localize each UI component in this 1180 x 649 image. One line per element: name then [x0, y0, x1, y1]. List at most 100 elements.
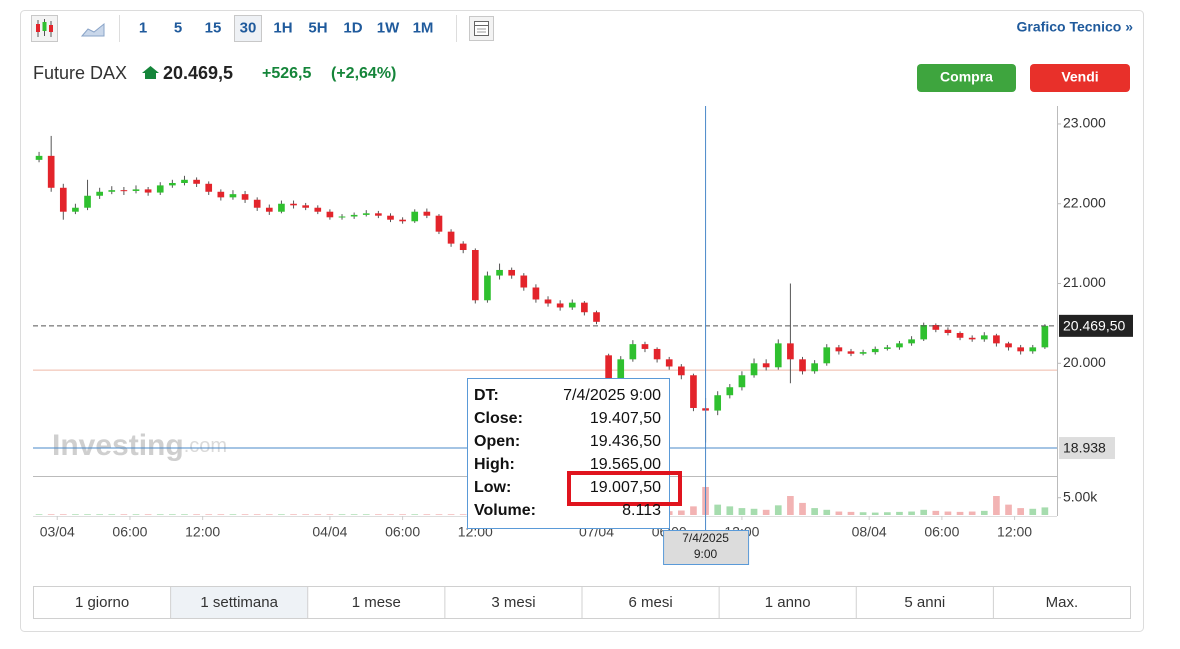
tooltip-label: DT:	[474, 387, 499, 404]
candle-body	[993, 335, 1000, 344]
tooltip-value: 19.407,50	[590, 410, 661, 427]
price: 20.469,5	[163, 63, 233, 83]
volume-bar	[314, 514, 322, 515]
range-tab[interactable]: 1 giorno	[75, 594, 129, 611]
volume-bar	[265, 514, 273, 515]
candle-body	[568, 302, 576, 308]
candle-body	[605, 355, 612, 381]
crosshair-x-label: 7/4/2025	[682, 531, 729, 545]
candle-body	[762, 363, 770, 368]
volume-bar	[932, 510, 940, 515]
volume-bar	[338, 514, 346, 515]
volume-bar	[738, 508, 746, 515]
candle-icon[interactable]	[31, 15, 58, 42]
volume-bar	[144, 514, 152, 515]
tooltip-label: Low:	[474, 479, 511, 496]
range-tab[interactable]: 3 mesi	[491, 594, 535, 611]
candle-body	[811, 363, 818, 372]
candle-body	[193, 179, 200, 184]
change-percent: (+2,64%)	[331, 65, 396, 82]
range-tab[interactable]: 1 settimana	[200, 594, 278, 611]
interval-button[interactable]: 1	[139, 19, 147, 36]
tooltip-value: 7/4/2025 9:00	[563, 387, 661, 404]
sell-label[interactable]: Vendi	[1061, 69, 1098, 85]
tooltip-label: Close:	[474, 410, 523, 427]
range-tab[interactable]: 5 anni	[904, 594, 945, 611]
candle-body	[665, 359, 673, 367]
technical-chart-link[interactable]: Grafico Tecnico »	[1017, 19, 1134, 35]
y-tick-label: 21.000	[1063, 274, 1106, 290]
candle-body	[326, 211, 334, 218]
interval-button[interactable]: 1M	[413, 19, 434, 36]
candle-body	[362, 213, 370, 215]
interval-button[interactable]: 5	[174, 19, 182, 36]
candle-body	[302, 205, 309, 208]
volume-bar	[181, 514, 188, 515]
candle-body	[908, 339, 915, 344]
candle-body	[980, 335, 988, 340]
interval-button[interactable]: 1D	[343, 19, 362, 36]
volume-bar	[96, 514, 103, 515]
candle-body	[96, 191, 103, 196]
candle-body	[774, 343, 782, 368]
volume-bar	[787, 496, 794, 515]
range-tab[interactable]: Max.	[1046, 594, 1079, 611]
candle-body	[508, 269, 516, 276]
tooltip-value: 19.436,50	[590, 433, 661, 450]
candle-body	[72, 207, 79, 212]
volume-bar	[362, 514, 370, 515]
volume-bar	[956, 511, 964, 515]
volume-bar	[920, 509, 928, 515]
volume-bar	[447, 514, 455, 515]
interval-button[interactable]: 1W	[377, 19, 400, 36]
last-price-label: 20.469,50	[1063, 318, 1125, 334]
range-tab[interactable]: 1 mese	[352, 594, 401, 611]
volume-bar	[980, 510, 988, 515]
x-tick-label: 12:00	[997, 524, 1032, 540]
sell-button[interactable]: Vendi	[1030, 64, 1130, 92]
volume-bar	[169, 514, 176, 515]
candle-body	[556, 303, 564, 308]
tooltip-label: Volume:	[474, 502, 536, 519]
volume-bar	[399, 514, 406, 515]
range-tab[interactable]: 6 mesi	[628, 594, 672, 611]
candle-body	[617, 359, 625, 381]
tooltip-value: 19.565,00	[590, 456, 661, 473]
volume-bar	[811, 508, 818, 515]
volume-bar	[108, 514, 116, 515]
area-icon[interactable]	[80, 22, 105, 37]
interval-button[interactable]: 1H	[273, 19, 292, 36]
volume-bar	[690, 506, 697, 515]
volume-bar	[714, 504, 722, 515]
buy-button[interactable]: Compra	[917, 64, 1016, 92]
tooltip-value: 19.007,50	[590, 479, 661, 496]
range-tab[interactable]: 1 anno	[765, 594, 811, 611]
volume-bar	[84, 514, 91, 515]
volume-bar	[411, 514, 419, 515]
x-tick-label: 06:00	[924, 524, 959, 540]
candle-body	[799, 359, 806, 372]
tooltip-label: Open:	[474, 433, 520, 450]
candle-body	[750, 363, 758, 376]
interval-button[interactable]: 30	[240, 19, 257, 36]
candle-body	[859, 352, 867, 354]
volume-bar	[908, 511, 915, 515]
volume-bar	[72, 514, 79, 515]
buy-label[interactable]: Compra	[940, 69, 993, 85]
candle-body	[1017, 347, 1024, 352]
interval-button[interactable]: 5H	[308, 19, 327, 36]
volume-bar	[774, 505, 782, 515]
plot: Investing.com 20.000 21.000 22.000 23.000 5.0…	[33, 115, 1106, 540]
selected-tab	[170, 587, 308, 618]
table-icon[interactable]	[469, 16, 494, 41]
y-tick-label: 23.000	[1063, 115, 1106, 131]
candle-body	[641, 344, 649, 349]
candle-body	[205, 183, 213, 192]
overlay: 20.469,50 18.938 DT: 7/4/2025 9:00 Close: 19.…	[33, 106, 1133, 565]
interval-button[interactable]: 15	[205, 19, 222, 36]
candle-body	[59, 187, 67, 212]
selected-interval-box	[234, 15, 262, 42]
candle-body	[108, 190, 116, 192]
candle-body	[896, 343, 903, 348]
